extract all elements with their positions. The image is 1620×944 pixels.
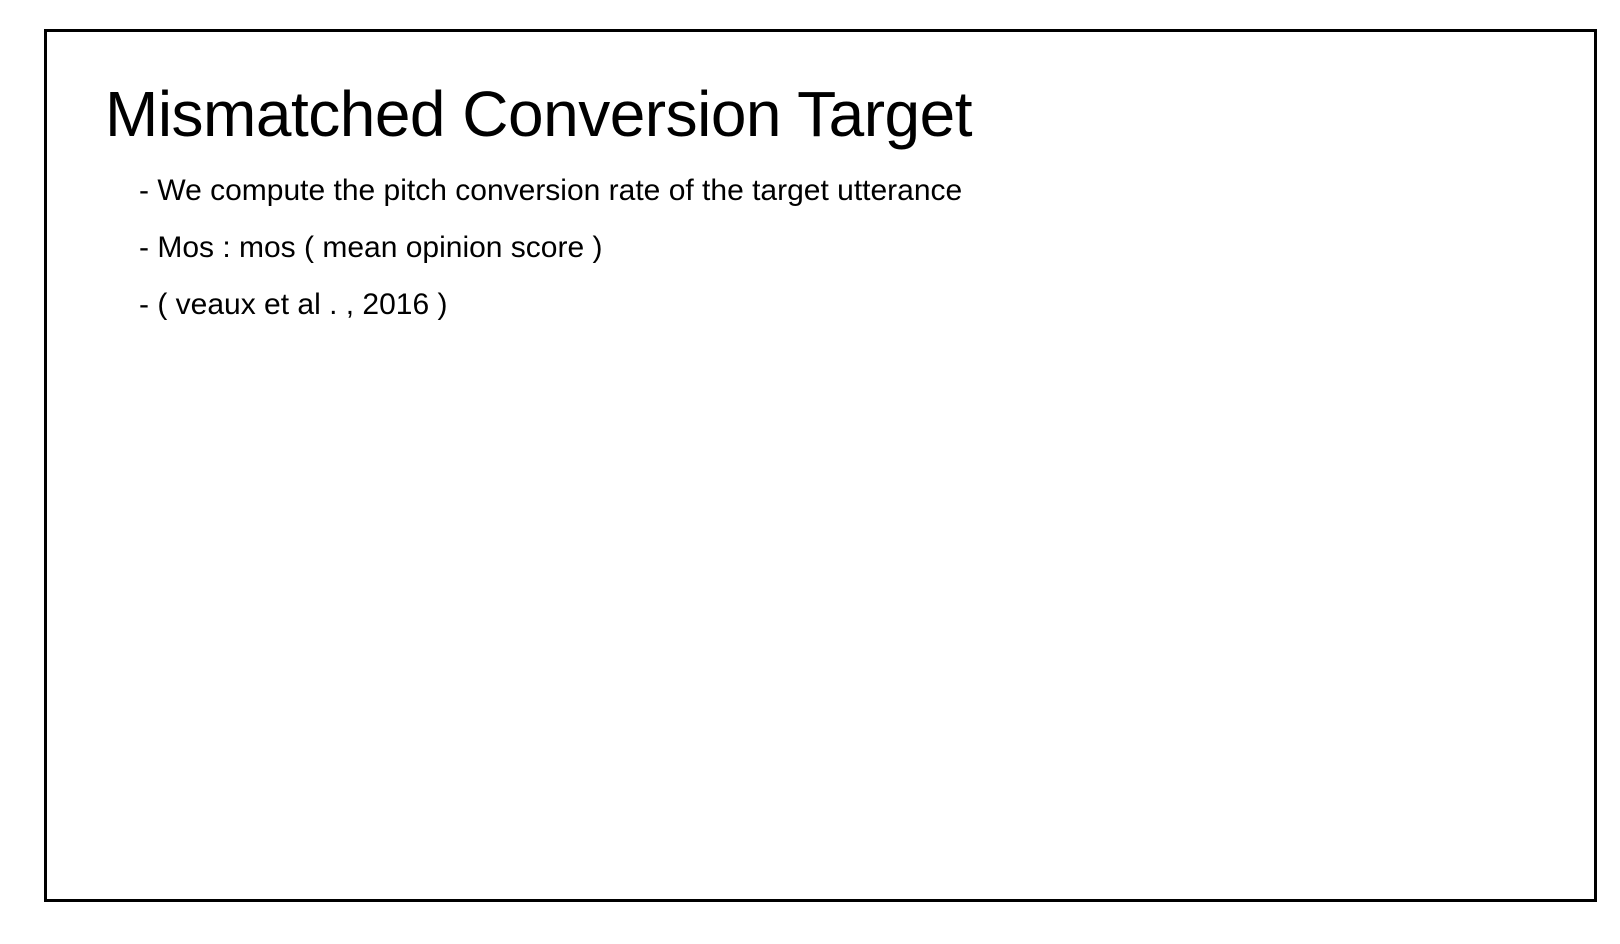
bullet-list: - We compute the pitch conversion rate o… bbox=[139, 173, 962, 344]
slide-frame: Mismatched Conversion Target - We comput… bbox=[44, 29, 1597, 902]
bullet-item: - ( veaux et al . , 2016 ) bbox=[139, 288, 448, 321]
bullet-item: - We compute the pitch conversion rate o… bbox=[139, 174, 963, 207]
slide-title: Mismatched Conversion Target bbox=[105, 78, 973, 150]
bullet-item: - Mos : mos ( mean opinion score ) bbox=[139, 231, 603, 264]
